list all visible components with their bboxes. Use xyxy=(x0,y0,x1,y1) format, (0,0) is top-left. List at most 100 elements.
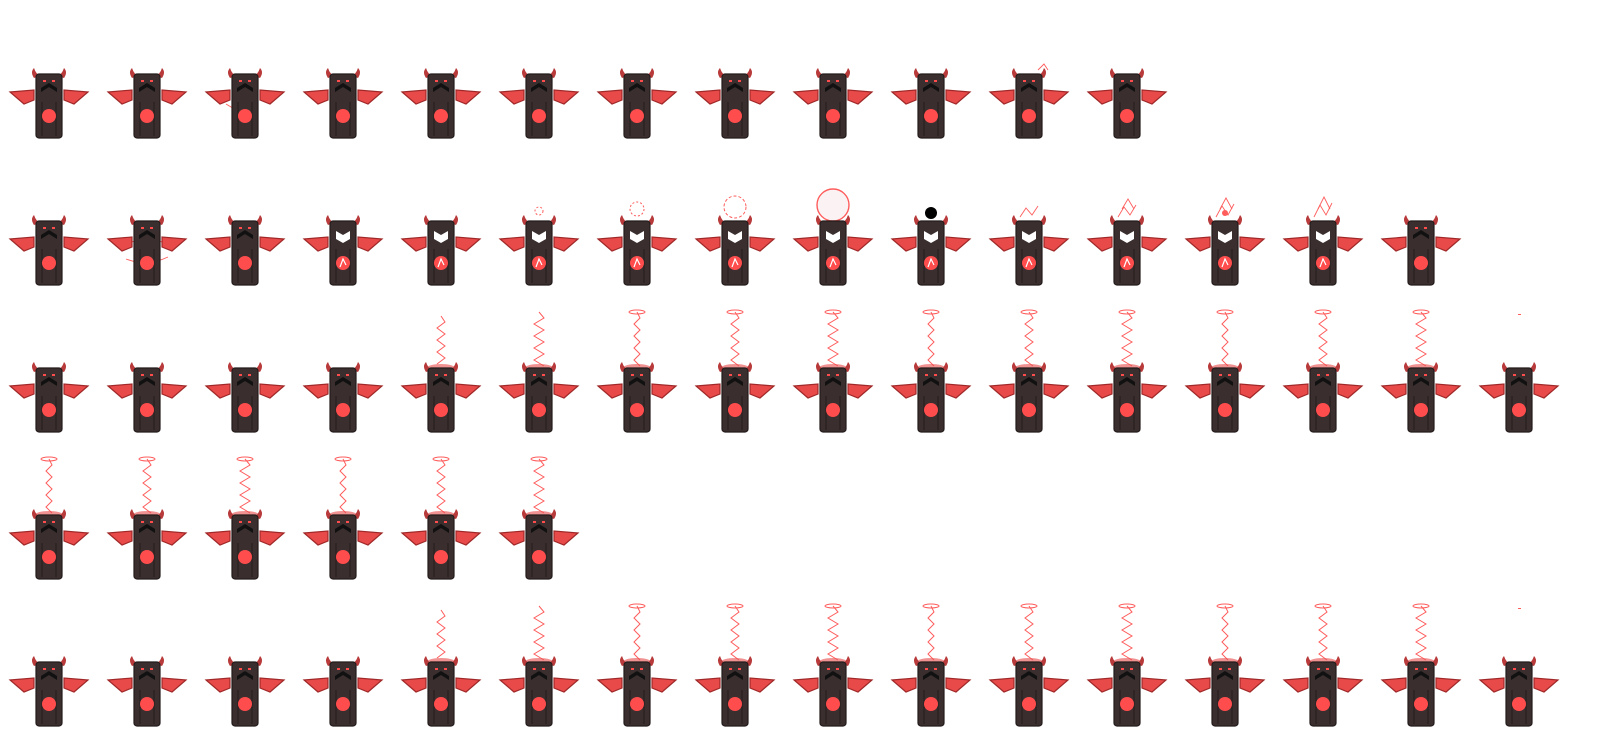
totem-sprite xyxy=(1282,309,1364,433)
right-eye xyxy=(444,521,447,523)
left-wing xyxy=(1086,383,1113,399)
left-eye xyxy=(1121,668,1124,670)
right-wing xyxy=(455,530,482,546)
right-eye xyxy=(150,521,153,523)
sprite-frame xyxy=(392,441,490,588)
right-eye xyxy=(1424,227,1427,229)
left-eye xyxy=(1023,374,1026,376)
left-wing xyxy=(596,677,623,693)
right-wing xyxy=(1239,383,1266,399)
right-wing xyxy=(1141,236,1168,252)
lightning-beam xyxy=(533,458,545,514)
left-eye xyxy=(1317,668,1320,670)
body-core xyxy=(1316,256,1330,270)
core-glyph xyxy=(1221,257,1229,268)
totem-sprite xyxy=(498,68,580,139)
beam-halo xyxy=(922,603,940,609)
beam-halo xyxy=(40,456,58,462)
totem-sprite xyxy=(400,68,482,139)
totem-sprite xyxy=(8,456,90,580)
sprite-frame xyxy=(196,0,294,147)
body-core xyxy=(1414,403,1428,417)
totem-sprite xyxy=(204,656,286,727)
sprite-frame xyxy=(294,294,392,441)
face-brow xyxy=(629,377,645,386)
right-eye xyxy=(542,374,545,376)
right-eye xyxy=(1032,80,1035,82)
left-wing xyxy=(400,383,427,399)
lightning-beam xyxy=(1221,605,1229,661)
right-wing xyxy=(1337,236,1364,252)
left-eye xyxy=(729,374,732,376)
right-wing xyxy=(847,677,874,693)
body-core xyxy=(532,403,546,417)
totem-sprite xyxy=(302,656,384,727)
right-eye xyxy=(52,668,55,670)
body-core xyxy=(1414,697,1428,711)
sprite-frame xyxy=(392,147,490,294)
totem-sprite xyxy=(204,215,286,286)
totem-sprite xyxy=(302,215,384,286)
face-brow xyxy=(139,671,155,680)
face-brow xyxy=(1315,671,1331,680)
sprite-frame xyxy=(588,0,686,147)
right-eye xyxy=(738,668,741,670)
face-brow xyxy=(237,83,253,92)
body-core xyxy=(924,109,938,123)
white-mask xyxy=(1316,231,1330,243)
sprite-frame xyxy=(980,0,1078,147)
left-eye xyxy=(239,521,242,523)
left-wing xyxy=(204,677,231,693)
left-eye xyxy=(1513,374,1516,376)
totem-body xyxy=(819,220,847,286)
right-wing xyxy=(945,236,972,252)
spark-effect xyxy=(1313,202,1333,218)
right-wing xyxy=(651,89,678,105)
beam-halo xyxy=(726,309,744,315)
lightning-beam xyxy=(533,311,545,367)
sprite-frame xyxy=(1176,294,1274,441)
right-eye xyxy=(150,374,153,376)
sprite-frame xyxy=(490,0,588,147)
left-wing xyxy=(1184,383,1211,399)
body-core xyxy=(1218,697,1232,711)
face-brow xyxy=(531,524,547,533)
left-wing xyxy=(302,677,329,693)
sprite-frame xyxy=(98,441,196,588)
sprite-frame xyxy=(196,294,294,441)
right-eye xyxy=(444,374,447,376)
left-eye xyxy=(533,668,536,670)
right-eye xyxy=(248,227,251,229)
sprite-frame xyxy=(784,588,882,735)
totem-sprite xyxy=(988,603,1070,727)
right-wing xyxy=(161,383,188,399)
face-brow xyxy=(923,377,939,386)
left-eye xyxy=(1415,374,1418,376)
face-brow xyxy=(335,83,351,92)
spark-effect xyxy=(1317,195,1331,210)
sprite-frame xyxy=(784,294,882,441)
right-wing xyxy=(1533,677,1560,693)
left-wing xyxy=(106,530,133,546)
left-eye xyxy=(239,80,242,82)
totem-sprite xyxy=(890,309,972,433)
left-eye xyxy=(1219,374,1222,376)
right-eye xyxy=(738,374,741,376)
body-core xyxy=(1316,697,1330,711)
left-wing xyxy=(400,89,427,105)
left-wing xyxy=(792,89,819,105)
left-eye xyxy=(141,80,144,82)
right-wing xyxy=(1435,383,1462,399)
left-wing xyxy=(8,383,35,399)
left-eye xyxy=(435,668,438,670)
totem-sprite xyxy=(1478,314,1560,433)
left-wing xyxy=(302,530,329,546)
lightning-beam xyxy=(239,458,251,514)
body-core xyxy=(630,697,644,711)
face-brow xyxy=(825,671,841,680)
sprite-frame xyxy=(490,147,588,294)
lightning-beam xyxy=(827,311,839,367)
totem-sprite xyxy=(302,68,384,139)
white-mask xyxy=(434,231,448,243)
body-core xyxy=(826,109,840,123)
